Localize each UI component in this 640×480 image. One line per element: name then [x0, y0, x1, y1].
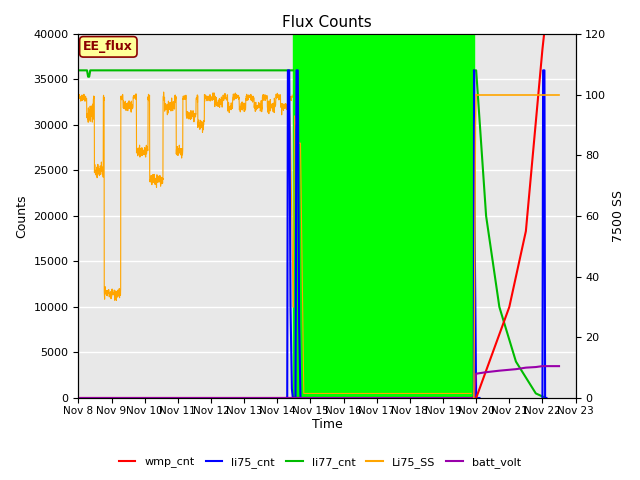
Title: Flux Counts: Flux Counts [282, 15, 372, 30]
Bar [293, 34, 474, 398]
Y-axis label: 7500 SS: 7500 SS [612, 190, 625, 242]
X-axis label: Time: Time [312, 419, 342, 432]
Y-axis label: Counts: Counts [15, 194, 28, 238]
Legend: wmp_cnt, li75_cnt, li77_cnt, Li75_SS, batt_volt: wmp_cnt, li75_cnt, li77_cnt, Li75_SS, ba… [115, 452, 525, 472]
Text: EE_flux: EE_flux [83, 40, 133, 53]
